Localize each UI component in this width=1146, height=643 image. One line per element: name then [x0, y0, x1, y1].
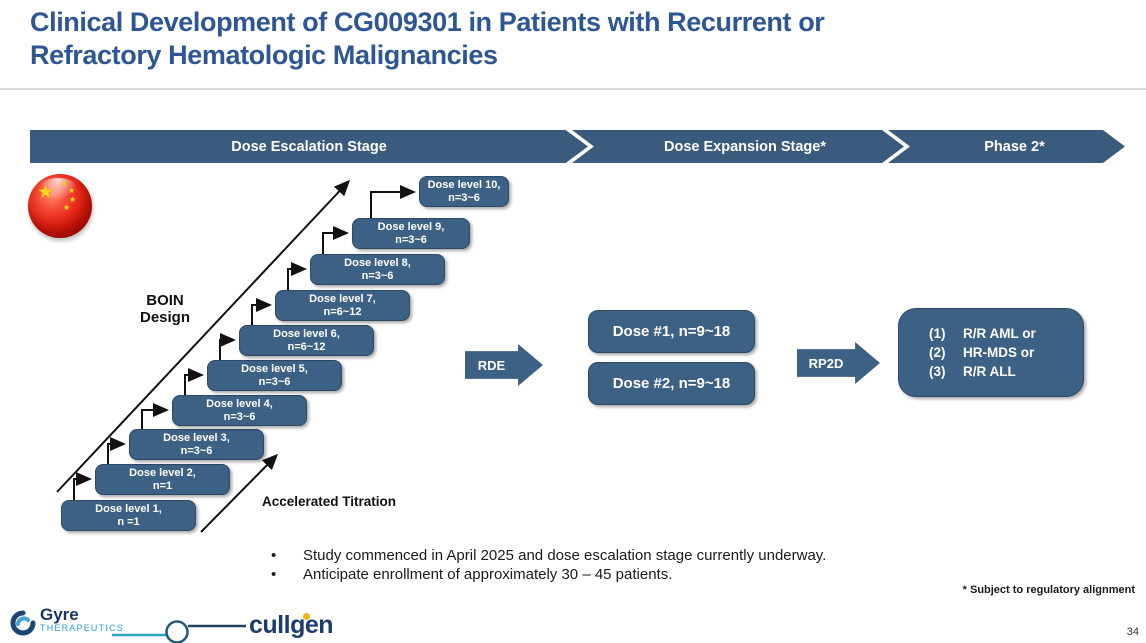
- gyre-logo-text: Gyre: [40, 605, 79, 624]
- dose-level-name: Dose level 1,: [95, 502, 162, 515]
- gyre-logo-icon: [10, 610, 36, 636]
- stage-dose-expansion: Dose Expansion Stage*: [572, 130, 904, 163]
- step-connector-arrow: [184, 368, 204, 395]
- dose-level-n: n=3~6: [448, 191, 480, 204]
- rp2d-label: RP2D: [808, 355, 844, 371]
- rde-label: RDE: [477, 357, 506, 373]
- note-text: Anticipate enrollment of approximately 3…: [303, 566, 673, 583]
- boin-line1: BOIN: [146, 292, 184, 309]
- page-number: 34: [1126, 626, 1139, 638]
- dose-level-name: Dose level 2,: [129, 466, 196, 479]
- stage-label: Phase 2*: [984, 138, 1045, 155]
- indication-text: HR-MDS or: [963, 345, 1035, 360]
- dose-level-n: n=1: [152, 479, 173, 492]
- indication-num: (3): [929, 364, 946, 379]
- flag-star-icon: ★: [69, 195, 77, 204]
- cullgen-wordmark: cullgen: [249, 611, 334, 639]
- dose-level-n: n=6~12: [323, 305, 362, 318]
- flag-star-icon: ★: [63, 203, 71, 212]
- expansion-dose-2-box: Dose #2, n=9~18: [588, 362, 755, 405]
- dose-level-5-box: Dose level 5, n=3~6: [207, 360, 342, 391]
- dose-level-name: Dose level 7,: [309, 292, 376, 305]
- boin-line2: Design: [139, 309, 190, 326]
- dose-level-name: Dose level 9,: [377, 220, 445, 233]
- step-connector-arrow: [370, 185, 416, 218]
- page-title: Clinical Development of CG009301 in Pati…: [30, 6, 1126, 72]
- indication-text: R/R AML or: [963, 326, 1036, 341]
- stage-label: Dose Escalation Stage: [231, 138, 387, 155]
- note-item: Study commenced in April 2025 and dose e…: [263, 546, 826, 565]
- stage-dose-escalation: Dose Escalation Stage: [30, 130, 588, 163]
- dose-level-10-box: Dose level 10, n=3~6: [419, 176, 509, 207]
- indication-text: R/R ALL: [963, 364, 1016, 379]
- dose-level-n: n=3~6: [395, 233, 427, 246]
- stage-label: Dose Expansion Stage*: [664, 138, 826, 155]
- note-item: Anticipate enrollment of approximately 3…: [263, 565, 826, 584]
- dose-level-4-box: Dose level 4, n=3~6: [172, 395, 307, 426]
- dose-level-6-box: Dose level 6, n=6~12: [239, 325, 374, 356]
- dose-level-9-box: Dose level 9, n=3~6: [352, 218, 470, 249]
- note-text: Study commenced in April 2025 and dose e…: [303, 547, 827, 564]
- phase2-indications-box: (1) R/R AML or (2) HR-MDS or (3) R/R ALL: [898, 308, 1084, 397]
- flag-star-icon: ★: [68, 186, 76, 195]
- title-divider: [0, 88, 1146, 90]
- dose-level-name: Dose level 10,: [427, 178, 501, 191]
- expansion-dose-label: Dose #2, n=9~18: [612, 375, 731, 392]
- dose-level-name: Dose level 3,: [163, 431, 230, 444]
- dose-level-n: n =1: [117, 515, 140, 528]
- step-connector-arrow: [251, 298, 272, 325]
- rde-arrow: RDE: [465, 344, 543, 386]
- dose-level-name: Dose level 8,: [344, 256, 411, 269]
- indication-row: (3) R/R ALL: [929, 362, 1083, 381]
- dose-level-7-box: Dose level 7, n=6~12: [275, 290, 410, 321]
- expansion-dose-1-box: Dose #1, n=9~18: [588, 310, 755, 353]
- page-title-line2: Refractory Hematologic Malignancies: [30, 40, 498, 70]
- expansion-dose-label: Dose #1, n=9~18: [612, 323, 731, 340]
- footer-loop-circle: [165, 620, 189, 643]
- notes-list: Study commenced in April 2025 and dose e…: [263, 546, 826, 584]
- cullgen-logo-text: cullgen: [249, 611, 334, 640]
- flag-star-icon: ★: [37, 182, 55, 203]
- china-flag-icon: ★ ★ ★ ★ ★: [28, 174, 92, 238]
- step-connector-arrow: [141, 403, 169, 429]
- step-connector-arrow: [73, 472, 92, 500]
- footnote: * Subject to regulatory alignment: [962, 584, 1135, 596]
- accelerated-titration-label: Accelerated Titration: [262, 494, 397, 509]
- dose-level-3-box: Dose level 3, n=3~6: [129, 429, 264, 460]
- indication-row: (2) HR-MDS or: [929, 343, 1083, 362]
- step-connector-arrow: [107, 437, 126, 464]
- dose-level-2-box: Dose level 2, n=1: [95, 464, 230, 495]
- page-title-line1: Clinical Development of CG009301 in Pati…: [30, 7, 825, 37]
- step-connector-arrow: [287, 262, 307, 290]
- rp2d-arrow: RP2D: [797, 342, 880, 384]
- dose-level-name: Dose level 6,: [273, 327, 340, 340]
- dose-level-n: n=3~6: [361, 269, 394, 282]
- indication-num: (1): [929, 326, 946, 341]
- dose-level-n: n=3~6: [223, 410, 256, 423]
- dose-level-n: n=3~6: [180, 444, 213, 457]
- dose-level-name: Dose level 4,: [206, 397, 273, 410]
- stage-phase-2: Phase 2*: [888, 130, 1125, 163]
- dose-level-n: n=6~12: [287, 340, 326, 353]
- dose-level-n: n=3~6: [258, 375, 291, 388]
- step-connector-arrow: [322, 226, 349, 254]
- cullgen-dot-icon: [303, 613, 310, 620]
- dose-level-name: Dose level 5,: [241, 362, 308, 375]
- boin-design-label: BOIN Design: [125, 292, 205, 326]
- dose-level-1-box: Dose level 1, n =1: [61, 500, 196, 531]
- indication-row: (1) R/R AML or: [929, 324, 1083, 343]
- step-connector-arrow: [219, 333, 236, 360]
- dose-level-8-box: Dose level 8, n=3~6: [310, 254, 445, 285]
- gyre-logo-subtitle: THERAPEUTICS: [40, 623, 124, 633]
- indication-num: (2): [929, 345, 946, 360]
